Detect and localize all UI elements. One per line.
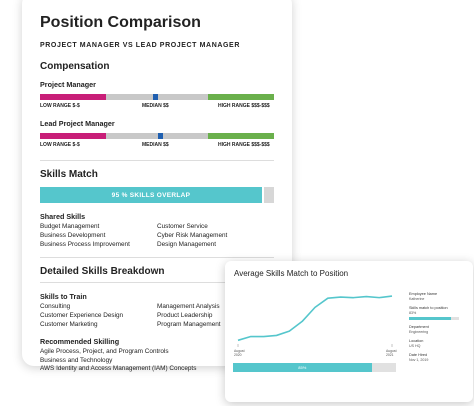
info-key: Location — [409, 339, 424, 343]
divider — [40, 257, 274, 259]
list-item: Customer Marketing — [40, 320, 98, 328]
low-range-label: LOW RANGE $-$ — [40, 103, 80, 109]
recommended-skilling-heading: Recommended Skilling — [40, 336, 120, 346]
salary-range-bar-lead-project-manager — [40, 133, 274, 139]
salary-range-bar-project-manager — [40, 94, 274, 100]
list-item: Business Process Improvement — [40, 240, 130, 248]
info-value: Engineering — [409, 330, 429, 334]
high-range-label: HIGH RANGE $$$-$$$ — [218, 142, 270, 148]
info-value: US HQ — [409, 344, 421, 348]
list-item: Customer Experience Design — [40, 312, 124, 320]
position-comparison-card: Position Comparison PROJECT MANAGER VS L… — [22, 0, 292, 372]
x-end-label-line1: August — [386, 349, 397, 353]
mid-range-segment — [106, 133, 208, 139]
x-end-label-line2: 2021 — [386, 353, 394, 357]
list-item: AWS Identity and Access Management (IAM)… — [40, 365, 197, 373]
high-range-segment — [208, 94, 274, 100]
list-item: Consulting — [40, 303, 71, 311]
skills-overlap-fill: 95 % SKILLS OVERLAP — [40, 187, 262, 203]
page-title: Position Comparison — [40, 14, 201, 31]
skills-match-mini-fill — [409, 317, 451, 320]
divider — [40, 282, 274, 284]
info-key: Date Hired — [409, 353, 428, 357]
x-start-label-line2: 2020 — [234, 353, 242, 357]
median-marker — [158, 133, 163, 139]
high-range-label: HIGH RANGE $$$-$$$ — [218, 103, 270, 109]
low-range-label: LOW RANGE $-$ — [40, 142, 80, 148]
skills-to-train-list: Consulting Customer Experience Design Cu… — [40, 303, 274, 329]
series-line — [237, 295, 393, 342]
list-item: Cyber Risk Management — [157, 231, 228, 239]
list-item: Product Leadership — [157, 312, 213, 320]
employee-info-panel: Employee Name Katherine Skills match to … — [409, 287, 469, 362]
median-label: MEDIAN $$ — [142, 103, 169, 109]
comparison-subtitle: PROJECT MANAGER VS LEAD PROJECT MANAGER — [40, 42, 240, 49]
recommended-skilling-list: Agile Process, Project, and Program Cont… — [40, 348, 274, 374]
list-item: Management Analysis — [157, 303, 220, 311]
high-range-segment — [208, 133, 274, 139]
low-range-segment — [40, 94, 106, 100]
chart-title: Average Skills Match to Position — [234, 269, 349, 278]
low-range-segment — [40, 133, 106, 139]
list-item: Budget Management — [40, 223, 100, 230]
average-match-fill: 85% — [233, 363, 372, 372]
salary-range-labels: LOW RANGE $-$ MEDIAN $$ HIGH RANGE $$$-$… — [40, 103, 274, 113]
list-item: Business and Technology — [40, 356, 113, 364]
x-start-label-line1: August — [234, 349, 245, 353]
median-marker — [153, 94, 158, 100]
skills-overlap-remainder — [262, 187, 274, 203]
salary-range-labels: LOW RANGE $-$ MEDIAN $$ HIGH RANGE $$$-$… — [40, 142, 274, 152]
skills-overlap-bar: 95 % SKILLS OVERLAP — [40, 187, 274, 203]
skills-to-train-heading: Skills to Train — [40, 292, 87, 302]
list-item: Agile Process, Project, and Program Cont… — [40, 347, 169, 355]
list-item: Program Management — [157, 320, 221, 328]
compensation-heading: Compensation — [40, 61, 110, 72]
list-item: Design Management — [157, 240, 216, 248]
info-value: Nov 1, 2019 — [409, 358, 429, 362]
average-match-bar: 85% — [233, 363, 396, 372]
median-label: MEDIAN $$ — [142, 142, 169, 148]
list-item: Customer Service — [157, 223, 208, 230]
divider — [40, 160, 274, 161]
role-name-lead-project-manager: Lead Project Manager — [40, 119, 115, 128]
info-key: Employee Name — [409, 292, 438, 296]
skills-match-line-chart: August 2020 August 2021 — [234, 295, 397, 357]
skills-match-mini-bar — [409, 317, 459, 320]
list-item: Business Development — [40, 231, 106, 239]
detailed-breakdown-heading: Detailed Skills Breakdown — [40, 266, 165, 278]
info-key: Skills match to position — [409, 306, 448, 310]
info-value: 83% — [409, 311, 417, 315]
shared-skills-heading: Shared Skills — [40, 212, 86, 221]
skills-match-heading: Skills Match — [40, 169, 98, 180]
skills-match-chart-card: Average Skills Match to Position August … — [225, 261, 473, 402]
info-key: Department — [409, 325, 429, 329]
role-name-project-manager: Project Manager — [40, 80, 96, 89]
shared-skills-list: Budget Management Business Development B… — [40, 223, 274, 249]
info-value: Katherine — [409, 297, 425, 301]
